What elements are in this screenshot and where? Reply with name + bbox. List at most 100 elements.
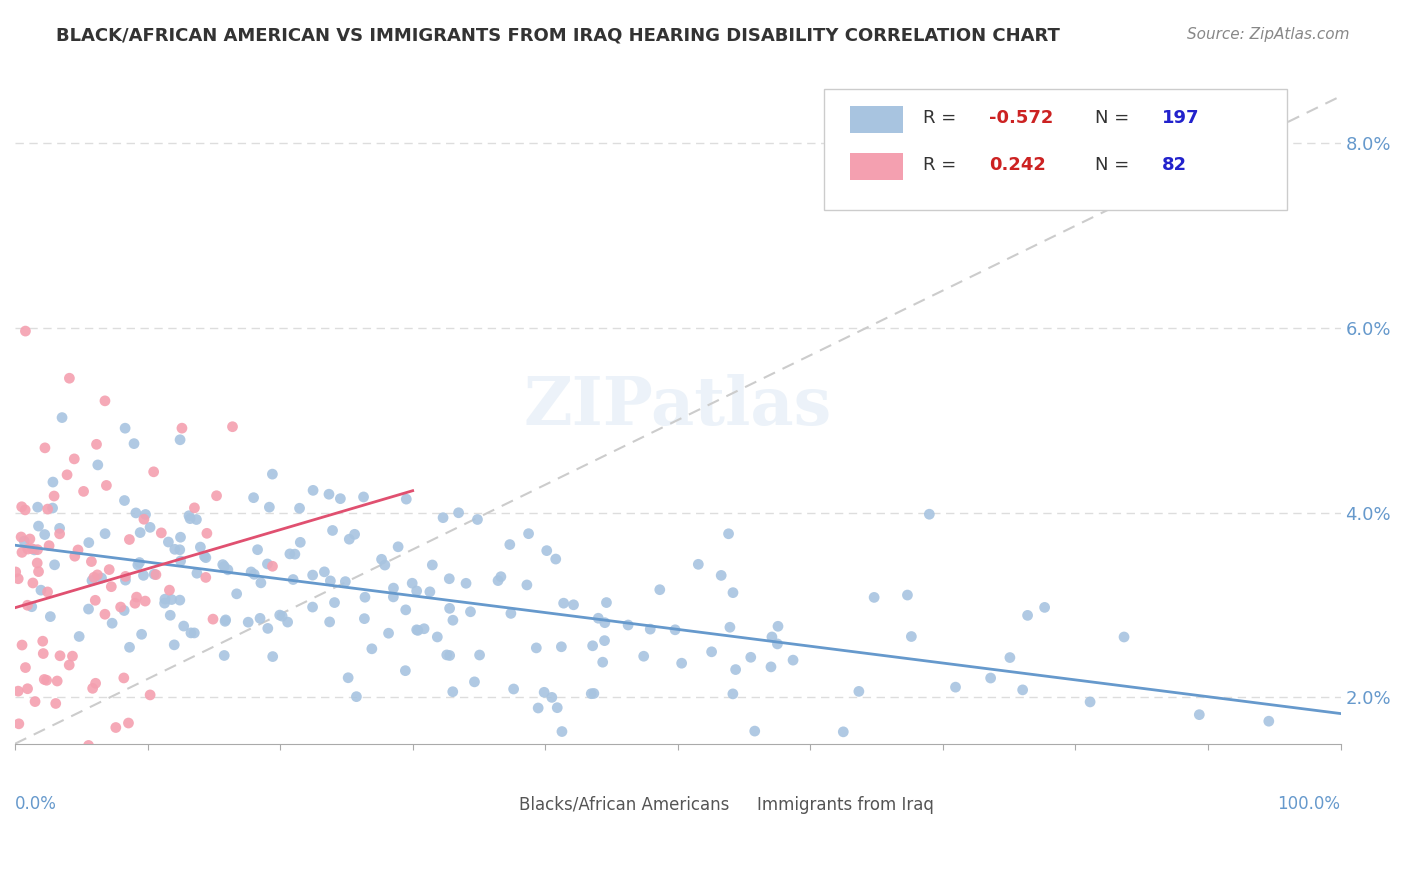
Point — [169, 433, 191, 447]
Point — [86, 437, 108, 451]
Point — [114, 569, 136, 583]
Point — [463, 674, 485, 689]
Point — [221, 419, 243, 434]
Point — [468, 648, 491, 662]
FancyBboxPatch shape — [465, 791, 512, 818]
Point — [83, 570, 105, 584]
Point — [343, 527, 366, 541]
Point — [582, 639, 605, 653]
Point — [436, 648, 458, 662]
Point — [718, 620, 741, 634]
Text: 197: 197 — [1161, 109, 1199, 127]
Point — [782, 653, 804, 667]
Text: R =: R = — [922, 156, 962, 174]
Point — [48, 526, 70, 541]
Point — [169, 542, 191, 557]
Point — [262, 649, 284, 664]
Point — [169, 530, 191, 544]
Point — [439, 648, 461, 663]
Point — [96, 478, 118, 492]
Point — [10, 530, 32, 544]
Point — [256, 557, 278, 571]
Point — [250, 575, 273, 590]
Point — [353, 490, 375, 504]
Point — [100, 580, 122, 594]
Point — [27, 565, 49, 579]
Point — [132, 568, 155, 582]
Point — [551, 724, 574, 739]
Point — [80, 555, 103, 569]
FancyBboxPatch shape — [851, 153, 903, 180]
Point — [617, 618, 640, 632]
Point — [441, 684, 464, 698]
Point — [142, 465, 165, 479]
Point — [114, 421, 136, 435]
Point — [301, 568, 323, 582]
Point — [112, 603, 135, 617]
Point — [439, 572, 461, 586]
Point — [143, 567, 166, 582]
Point — [395, 603, 418, 617]
Point — [710, 568, 733, 582]
Point — [13, 534, 35, 549]
Point — [114, 493, 136, 508]
Point — [84, 676, 107, 690]
Point — [25, 556, 48, 570]
Point — [139, 688, 162, 702]
Point — [405, 583, 427, 598]
Point — [32, 673, 55, 687]
Point — [346, 690, 368, 704]
Point — [131, 627, 153, 641]
Point — [329, 491, 352, 506]
Point — [323, 596, 346, 610]
Point — [128, 556, 150, 570]
Point — [256, 621, 278, 635]
Point — [134, 594, 156, 608]
Point — [394, 664, 416, 678]
Text: 0.242: 0.242 — [990, 156, 1046, 174]
Point — [595, 596, 617, 610]
Point — [671, 657, 693, 671]
Point — [30, 583, 52, 598]
Point — [24, 695, 46, 709]
Point — [87, 774, 110, 789]
Point — [998, 650, 1021, 665]
Point — [194, 550, 217, 565]
Point — [319, 574, 342, 588]
Text: Blacks/African Americans: Blacks/African Americans — [519, 796, 730, 814]
Point — [118, 533, 141, 547]
Point — [1112, 630, 1135, 644]
Point — [374, 558, 396, 572]
Text: N =: N = — [1095, 156, 1135, 174]
Point — [900, 630, 922, 644]
Point — [125, 590, 148, 604]
Point — [395, 492, 418, 507]
Point — [4, 565, 27, 579]
Point — [354, 591, 377, 605]
Point — [7, 684, 30, 698]
Point — [173, 619, 195, 633]
Point — [14, 503, 37, 517]
Point — [284, 547, 307, 561]
Point — [41, 501, 63, 516]
Point — [42, 475, 65, 489]
Point — [1017, 608, 1039, 623]
Point — [27, 542, 49, 557]
Point — [766, 619, 789, 633]
Point — [688, 558, 710, 572]
Point — [159, 608, 181, 623]
Text: -0.572: -0.572 — [990, 109, 1053, 127]
Point — [38, 539, 60, 553]
Point — [533, 685, 555, 699]
Point — [186, 566, 208, 581]
Point — [31, 634, 53, 648]
Point — [721, 585, 744, 599]
Point — [382, 590, 405, 604]
Point — [301, 600, 323, 615]
Point — [153, 596, 176, 610]
Point — [262, 559, 284, 574]
Point — [238, 615, 260, 630]
Text: BLACK/AFRICAN AMERICAN VS IMMIGRANTS FROM IRAQ HEARING DISABILITY CORRELATION CH: BLACK/AFRICAN AMERICAN VS IMMIGRANTS FRO… — [56, 27, 1060, 45]
Point — [169, 554, 191, 568]
Point — [592, 655, 614, 669]
